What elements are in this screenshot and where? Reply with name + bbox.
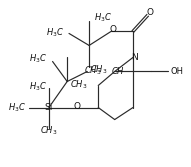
Text: $H_3C$: $H_3C$	[29, 80, 47, 93]
Text: $H_3C$: $H_3C$	[46, 26, 64, 39]
Text: $CH_3$: $CH_3$	[70, 79, 87, 91]
Text: $H_3C$: $H_3C$	[94, 11, 112, 24]
Text: N: N	[131, 53, 138, 62]
Text: O: O	[109, 25, 116, 34]
Text: $CH_3$: $CH_3$	[90, 63, 108, 76]
Text: Si: Si	[45, 103, 53, 112]
Text: $CH_3$: $CH_3$	[40, 124, 58, 137]
Text: $H_3C$: $H_3C$	[8, 101, 26, 114]
Text: O: O	[147, 8, 154, 17]
Text: OH: OH	[170, 67, 183, 76]
Text: $CH$: $CH$	[111, 65, 125, 76]
Text: O: O	[74, 102, 81, 111]
Text: $H_3C$: $H_3C$	[29, 52, 47, 65]
Text: $CH_3$: $CH_3$	[84, 64, 101, 77]
